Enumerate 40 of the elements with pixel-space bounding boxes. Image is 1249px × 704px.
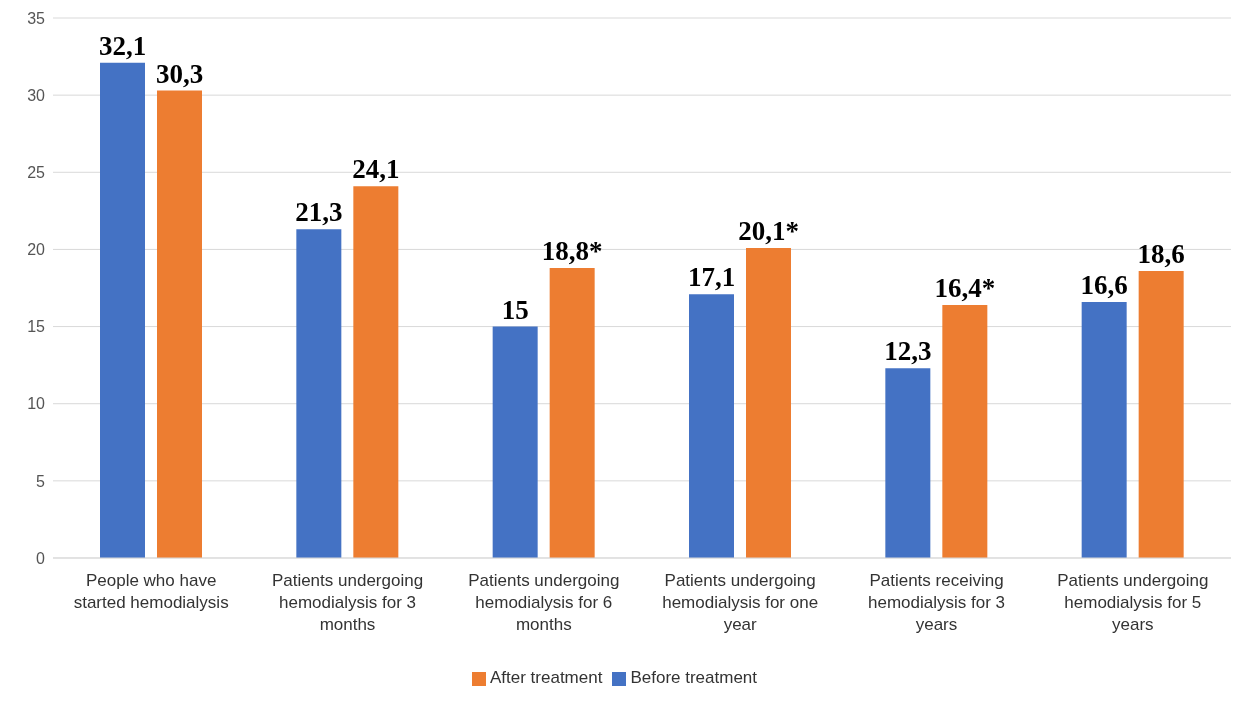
x-tick-label: People who have started hemodialysis	[73, 571, 229, 612]
x-tick-label: Patients undergoing hemodialysis for 3 months	[271, 571, 424, 634]
bar	[885, 368, 931, 558]
y-tick-label: 25	[27, 163, 46, 181]
data-label: 32,1	[98, 30, 147, 61]
bar	[942, 304, 988, 558]
bar	[492, 326, 538, 558]
legend-label: After treatment	[489, 668, 603, 687]
x-tick-label: Patients undergoing hemodialysis for one year	[662, 571, 819, 634]
x-tick-label: Patients receiving hemodialysis for 3 years	[867, 571, 1006, 634]
data-label: 16,4*	[934, 272, 996, 303]
bar	[100, 62, 145, 558]
data-label: 24,1	[352, 154, 400, 185]
y-tick-label: 10	[27, 395, 46, 413]
x-tick-label: Patients undergoing hemodialysis for 5 years	[1057, 571, 1209, 634]
bar	[746, 247, 791, 558]
bar	[1138, 271, 1184, 558]
bar	[296, 229, 342, 558]
data-label: 15	[501, 294, 529, 325]
x-tick-label: Patients undergoing hemodialysis for 6 months	[468, 571, 620, 634]
bar	[549, 267, 595, 558]
y-tick-label: 20	[27, 241, 46, 259]
y-tick-label: 35	[27, 9, 46, 27]
data-label: 17,1	[687, 262, 736, 293]
data-label: 18,8*	[541, 235, 603, 266]
y-tick-label: 5	[36, 472, 46, 490]
data-label: 12,3	[884, 336, 932, 367]
bar	[157, 90, 202, 558]
y-tick-label: 30	[27, 86, 46, 104]
data-label: 30,3	[155, 58, 204, 89]
data-label: 20,1*	[738, 215, 799, 246]
data-label: 16,6	[1080, 269, 1128, 300]
bar	[689, 294, 734, 558]
y-tick-label: 15	[27, 318, 46, 336]
bar	[1081, 301, 1127, 558]
data-label: 18,6	[1137, 239, 1185, 270]
bar	[353, 186, 399, 558]
legend-label: Before treatment	[630, 668, 758, 687]
y-tick-label: 0	[36, 549, 46, 567]
data-label: 21,3	[295, 197, 343, 228]
